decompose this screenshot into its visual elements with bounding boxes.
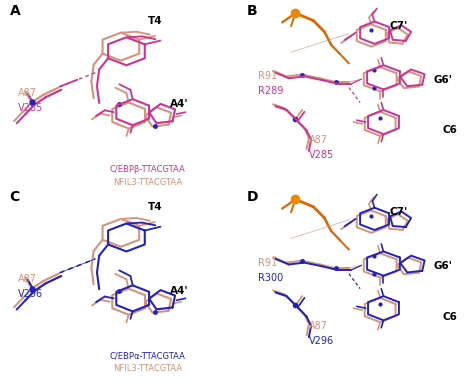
Text: C7': C7' (389, 207, 407, 217)
Text: V296: V296 (18, 289, 44, 299)
Text: G6': G6' (434, 75, 453, 85)
Text: R91: R91 (258, 71, 277, 81)
Text: R91: R91 (258, 258, 277, 268)
Text: A4': A4' (170, 99, 189, 109)
Text: V296: V296 (309, 336, 334, 346)
Text: D: D (246, 190, 258, 204)
Text: R300: R300 (258, 272, 283, 282)
Text: C7': C7' (389, 21, 407, 31)
Text: V285: V285 (309, 150, 334, 160)
Text: B: B (246, 4, 257, 18)
Text: A87: A87 (309, 321, 328, 331)
Text: R289: R289 (258, 86, 283, 96)
Text: C: C (9, 190, 20, 204)
Text: A87: A87 (18, 274, 37, 284)
Text: C6: C6 (443, 125, 457, 135)
Text: C/EBPα-TTACGTAA: C/EBPα-TTACGTAA (109, 351, 185, 360)
Text: V285: V285 (18, 103, 44, 113)
Text: T4: T4 (147, 202, 162, 212)
Text: T4: T4 (147, 16, 162, 25)
Text: A87: A87 (18, 88, 37, 98)
Text: G6': G6' (434, 261, 453, 271)
Text: NFIL3-TTACGTAA: NFIL3-TTACGTAA (113, 178, 182, 187)
Text: C/EBPβ-TTACGTAA: C/EBPβ-TTACGTAA (109, 165, 185, 174)
Text: NFIL3-TTACGTAA: NFIL3-TTACGTAA (113, 364, 182, 373)
Text: A87: A87 (309, 135, 328, 145)
Text: A: A (9, 4, 20, 18)
Text: C6: C6 (443, 312, 457, 321)
Text: A4': A4' (170, 285, 189, 296)
